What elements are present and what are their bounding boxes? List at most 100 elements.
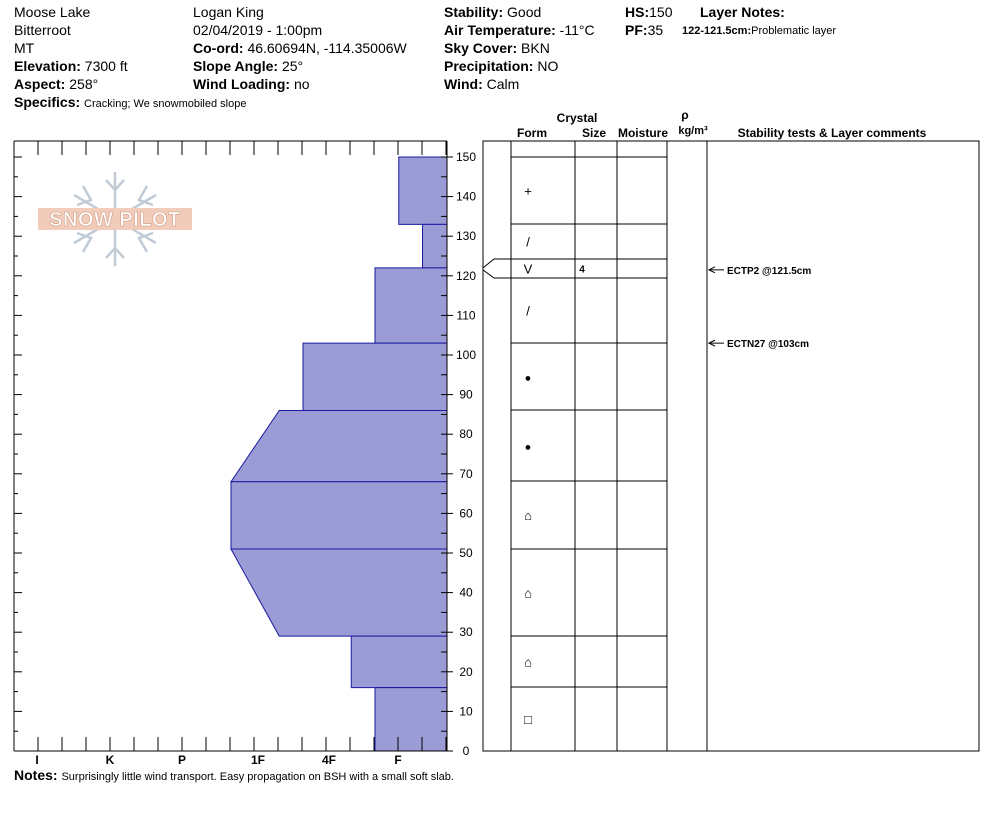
specifics: Specifics: Cracking; We snowmobiled slop…: [14, 93, 246, 113]
hardness-layer: [374, 687, 448, 752]
wind: Wind: Calm: [444, 75, 519, 93]
stability-value: Good: [507, 4, 542, 20]
snowpilot-logo: SNOW PILOT: [38, 172, 192, 266]
header-comments: Stability tests & Layer comments: [738, 126, 927, 140]
hardness-label: 1F: [251, 753, 265, 767]
grain-form-symbol: ⌂: [524, 586, 532, 601]
y-tick-label: 150: [456, 150, 476, 164]
layer-connector: [482, 258, 511, 269]
layer-note-range: 122-121.5cm:: [682, 25, 752, 37]
hardness-layer: [302, 342, 448, 411]
y-tick-label: 120: [456, 269, 476, 283]
hs: HS:150: [625, 3, 672, 21]
hardness-profile: [230, 156, 448, 752]
grain-size: 4: [579, 265, 585, 276]
coord-label: Co-ord:: [193, 40, 244, 56]
pf-value: 35: [647, 22, 664, 38]
hardness-layer: [398, 156, 448, 225]
range: Bitterroot: [14, 22, 71, 38]
hardness-label: F: [394, 753, 401, 767]
y-tick-label: 140: [456, 190, 476, 204]
y-tick-label: 80: [459, 427, 473, 441]
header-rho: ρ: [681, 108, 688, 122]
grain-form-symbol: /: [526, 235, 530, 250]
table-border: [482, 140, 980, 752]
observer: Logan King: [193, 4, 264, 20]
hardness-layer: [230, 548, 448, 637]
grain-form-symbol: ●: [525, 373, 532, 385]
hardness-frame: 0 10 20 30 40 50 60 70 80 90 100 110 120 130 140 150 I K P…: [13, 140, 476, 767]
precip-label: Precipitation:: [444, 58, 534, 74]
hardness-label: 4F: [322, 753, 336, 767]
grain-form-symbol: +: [524, 184, 532, 199]
y-tick-label: 40: [459, 586, 473, 600]
header-density-unit: kg/m³: [678, 125, 708, 137]
wind-loading-label: Wind Loading:: [193, 76, 291, 92]
y-tick-label: 10: [459, 704, 473, 718]
precip-value: NO: [537, 58, 559, 74]
aspect: Aspect: 258°: [14, 75, 98, 93]
state: MT: [14, 40, 35, 56]
layer-connector: [482, 269, 511, 279]
y-tick-label: 90: [459, 388, 473, 402]
notes: Notes: Surprisingly little wind transpor…: [14, 766, 454, 786]
stability-test-label: ECTN27 @103cm: [727, 339, 809, 350]
hs-value: 150: [649, 4, 673, 20]
grain-form-symbol: /: [526, 304, 530, 319]
y-tick-label: 20: [459, 665, 473, 679]
notes-label: Notes:: [14, 767, 58, 783]
location: Moose Lake: [14, 4, 91, 20]
y-tick-label: 0: [463, 744, 470, 758]
hardness-layer: [230, 409, 448, 483]
precipitation: Precipitation: NO: [444, 57, 558, 75]
aspect-label: Aspect:: [14, 76, 66, 92]
y-tick-label: 30: [459, 625, 473, 639]
air-temp-label: Air Temperature:: [444, 22, 556, 38]
hardness-label: P: [178, 753, 186, 767]
layer-notes-label: Layer Notes:: [700, 4, 785, 20]
hardness-layer: [350, 635, 448, 689]
specifics-value: Cracking; We snowmobiled slope: [84, 98, 247, 110]
wind-loading: Wind Loading: no: [193, 75, 310, 93]
layer-table: + / V 4 / ● ● ⌂ ⌂ ⌂ □ ECTP2 @121.5cm ECTN27 @103cm: [482, 140, 980, 752]
notes-text: Surprisingly little wind transport. Easy…: [61, 771, 454, 783]
specifics-label: Specifics:: [14, 94, 81, 110]
elevation: Elevation: 7300 ft: [14, 57, 128, 75]
arrow-head-icon: [707, 266, 716, 274]
layer-notes-heading: Layer Notes:: [700, 3, 785, 21]
header-form: Form: [517, 126, 547, 140]
hardness-layer: [230, 481, 448, 550]
grain-form-symbol: ●: [525, 442, 532, 454]
logo-text: SNOW PILOT: [49, 209, 181, 231]
sky-cover: Sky Cover: BKN: [444, 39, 550, 57]
hs-label: HS:: [625, 4, 650, 20]
aspect-value: 258°: [69, 76, 99, 92]
stability: Stability: Good: [444, 3, 541, 21]
hardness-label: I: [35, 753, 38, 767]
stability-label: Stability:: [444, 4, 504, 20]
coord: Co-ord: 46.60694N, -114.35006W: [193, 39, 407, 57]
y-tick-label: 110: [456, 308, 475, 322]
hardness-layer: [422, 223, 448, 269]
y-tick-label: 50: [459, 546, 473, 560]
header-size: Size: [582, 126, 606, 140]
arrow-head-icon: [707, 339, 716, 347]
air-temp-value: -11°C: [559, 22, 595, 38]
y-tick-label: 130: [456, 229, 476, 243]
elevation-value: 7300 ft: [84, 58, 128, 74]
grain-form-symbol: ⌂: [524, 508, 532, 523]
y-tick-label: 100: [456, 348, 476, 362]
wind-loading-value: no: [293, 76, 310, 92]
coord-value: 46.60694N, -114.35006W: [247, 40, 407, 56]
y-tick-label: 60: [459, 506, 473, 520]
pf: PF:35: [625, 21, 663, 39]
sky-value: BKN: [521, 40, 550, 56]
slope-value: 25°: [281, 58, 304, 74]
grain-form-symbol: V: [524, 262, 533, 277]
grain-form-symbol: ⌂: [524, 655, 532, 670]
header-crystal: Crystal: [557, 111, 598, 125]
wind-value: Calm: [486, 76, 520, 92]
stability-test-label: ECTP2 @121.5cm: [727, 266, 811, 277]
datetime: 02/04/2019 - 1:00pm: [193, 22, 323, 38]
